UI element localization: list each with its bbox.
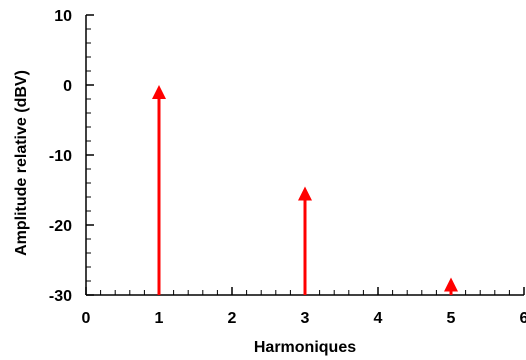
harmonic-arrow-5 bbox=[444, 277, 458, 295]
x-tick-label: 6 bbox=[520, 310, 526, 327]
y-tick-label: 0 bbox=[63, 78, 72, 95]
y-tick-label: -20 bbox=[49, 218, 72, 235]
harmonic-arrow-3 bbox=[298, 186, 312, 295]
x-tick-labels: 0 1 2 3 4 5 6 bbox=[82, 310, 526, 327]
x-tick-label: 0 bbox=[82, 310, 91, 327]
arrow-head bbox=[298, 186, 312, 201]
y-tick-label: 10 bbox=[54, 8, 72, 25]
x-tick-label: 1 bbox=[155, 310, 164, 327]
arrow-head bbox=[152, 85, 166, 99]
x-tick-label: 5 bbox=[447, 310, 456, 327]
y-tick-label: -10 bbox=[49, 148, 72, 165]
harmonic-arrows bbox=[152, 85, 458, 295]
y-tick-label: -30 bbox=[49, 288, 72, 305]
harmonic-arrow-1 bbox=[152, 85, 166, 295]
arrow-head bbox=[444, 277, 458, 292]
x-tick-label: 4 bbox=[374, 310, 383, 327]
y-axis-title: Amplitude relative (dBV) bbox=[13, 70, 30, 256]
y-tick-labels: 10 0 -10 -20 -30 bbox=[49, 8, 72, 305]
x-tick-label: 3 bbox=[301, 310, 310, 327]
x-axis-title: Harmoniques bbox=[254, 339, 356, 356]
x-tick-label: 2 bbox=[228, 310, 237, 327]
minor-ticks bbox=[86, 28, 510, 295]
